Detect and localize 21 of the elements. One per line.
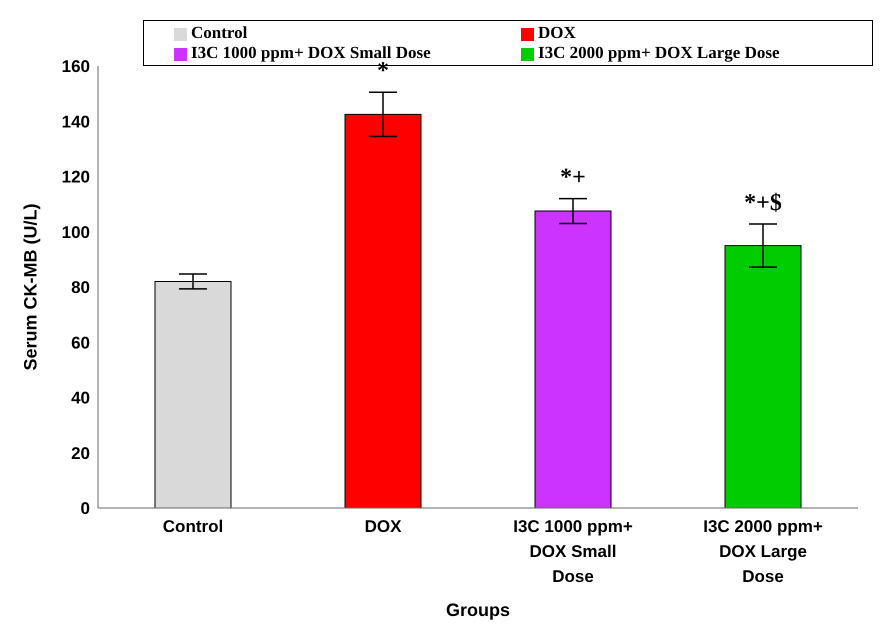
y-tick-label: 160 — [62, 57, 90, 76]
legend-label: Control — [191, 23, 248, 43]
x-tick-label: DOX — [364, 517, 402, 536]
y-tick-label: 80 — [71, 278, 90, 298]
x-tick-label: I3C 1000 ppm+ DOX Small Dose — [513, 517, 633, 586]
x-axis-title: Groups — [446, 600, 510, 620]
x-tick-label: Control — [162, 517, 224, 536]
y-tick-label: 20 — [71, 444, 90, 463]
y-tick-label: 120 — [62, 168, 90, 187]
annotation: *+$ — [744, 190, 782, 216]
x-tick-label: I3C 2000 ppm+ DOX Large Dose — [703, 517, 823, 586]
y-axis-title: Serum CK-MB (U/L) — [20, 204, 40, 370]
y-tick-label: 0 — [80, 499, 90, 518]
y-tick-label: 60 — [71, 333, 90, 352]
legend-label: DOX — [538, 23, 577, 43]
legend-label: I3C 2000 ppm+ DOX Large Dose — [538, 43, 781, 63]
y-tick-label: 140 — [62, 112, 90, 132]
legend-label: I3C 1000 ppm+ DOX Small Dose — [191, 43, 432, 62]
y-tick-label: 100 — [62, 222, 90, 242]
y-tick-label: 40 — [71, 388, 90, 408]
annotation: *+ — [560, 164, 586, 191]
